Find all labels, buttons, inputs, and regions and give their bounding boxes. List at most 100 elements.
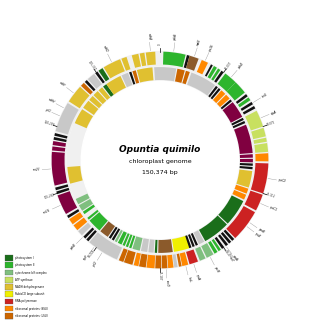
Wedge shape [193, 192, 204, 203]
Wedge shape [58, 191, 77, 214]
Wedge shape [104, 170, 115, 172]
Wedge shape [125, 114, 132, 123]
Wedge shape [108, 134, 118, 140]
Wedge shape [167, 97, 170, 114]
Wedge shape [104, 59, 125, 78]
Wedge shape [193, 193, 204, 204]
Wedge shape [131, 110, 137, 120]
Wedge shape [152, 206, 154, 215]
Wedge shape [203, 177, 216, 183]
Wedge shape [144, 204, 147, 212]
Wedge shape [104, 142, 116, 147]
Wedge shape [205, 172, 218, 175]
Wedge shape [206, 155, 220, 156]
Text: 60,150: 60,150 [224, 249, 233, 259]
Wedge shape [195, 118, 207, 129]
Wedge shape [130, 111, 136, 121]
Wedge shape [124, 250, 136, 265]
Wedge shape [107, 175, 116, 178]
Wedge shape [111, 130, 120, 136]
Wedge shape [202, 180, 215, 188]
Wedge shape [180, 202, 188, 215]
Wedge shape [132, 200, 138, 209]
Wedge shape [53, 141, 66, 147]
Wedge shape [103, 168, 115, 171]
Wedge shape [187, 110, 197, 123]
Wedge shape [240, 154, 253, 158]
Wedge shape [111, 129, 121, 135]
Wedge shape [106, 139, 117, 143]
Wedge shape [190, 113, 201, 125]
Wedge shape [93, 91, 106, 104]
Wedge shape [170, 205, 174, 219]
Wedge shape [193, 192, 204, 203]
Wedge shape [152, 206, 154, 215]
Wedge shape [179, 102, 186, 118]
Wedge shape [141, 204, 144, 212]
Wedge shape [102, 145, 115, 149]
Wedge shape [148, 103, 150, 115]
Text: 75,187: 75,187 [158, 271, 162, 281]
Text: photosystem I: photosystem I [15, 256, 34, 260]
Wedge shape [101, 150, 114, 152]
Wedge shape [155, 240, 157, 253]
Wedge shape [170, 205, 173, 219]
Wedge shape [181, 104, 189, 119]
Wedge shape [120, 193, 127, 200]
Wedge shape [122, 195, 130, 203]
Wedge shape [179, 203, 185, 217]
Bar [5, 306, 13, 311]
Text: cytochrome b/f complex: cytochrome b/f complex [15, 270, 47, 275]
Wedge shape [132, 70, 139, 84]
Wedge shape [151, 206, 153, 214]
Wedge shape [116, 188, 124, 194]
Wedge shape [188, 234, 195, 247]
Wedge shape [100, 160, 114, 161]
Wedge shape [174, 99, 180, 116]
Wedge shape [105, 141, 116, 145]
Wedge shape [101, 164, 114, 165]
Wedge shape [193, 116, 204, 127]
Wedge shape [102, 167, 114, 169]
Wedge shape [136, 108, 141, 118]
Wedge shape [199, 215, 227, 241]
Wedge shape [194, 230, 204, 244]
Wedge shape [224, 230, 234, 241]
Wedge shape [159, 206, 160, 217]
Wedge shape [198, 186, 211, 195]
Wedge shape [137, 202, 141, 211]
Wedge shape [121, 117, 129, 126]
Wedge shape [111, 181, 119, 185]
Wedge shape [171, 205, 174, 219]
Wedge shape [157, 99, 158, 114]
Wedge shape [212, 239, 221, 251]
Wedge shape [132, 236, 142, 251]
Wedge shape [175, 99, 181, 116]
Wedge shape [193, 116, 204, 127]
Wedge shape [111, 180, 118, 184]
Wedge shape [135, 201, 139, 210]
Wedge shape [127, 198, 133, 207]
Wedge shape [145, 205, 148, 213]
Wedge shape [104, 141, 116, 146]
Wedge shape [138, 203, 142, 211]
Wedge shape [158, 99, 159, 114]
Text: rrn23: rrn23 [33, 168, 41, 172]
Wedge shape [163, 206, 164, 218]
Wedge shape [101, 148, 115, 151]
Wedge shape [133, 201, 138, 209]
Wedge shape [146, 104, 149, 115]
Wedge shape [163, 206, 164, 218]
Wedge shape [255, 153, 268, 161]
Wedge shape [133, 109, 139, 119]
Wedge shape [194, 117, 206, 129]
Wedge shape [148, 205, 150, 213]
Wedge shape [197, 122, 211, 132]
Wedge shape [110, 132, 119, 138]
Wedge shape [167, 206, 170, 219]
Wedge shape [109, 132, 119, 138]
Wedge shape [201, 130, 217, 139]
Wedge shape [162, 98, 163, 114]
Wedge shape [142, 204, 145, 212]
Wedge shape [204, 139, 220, 145]
